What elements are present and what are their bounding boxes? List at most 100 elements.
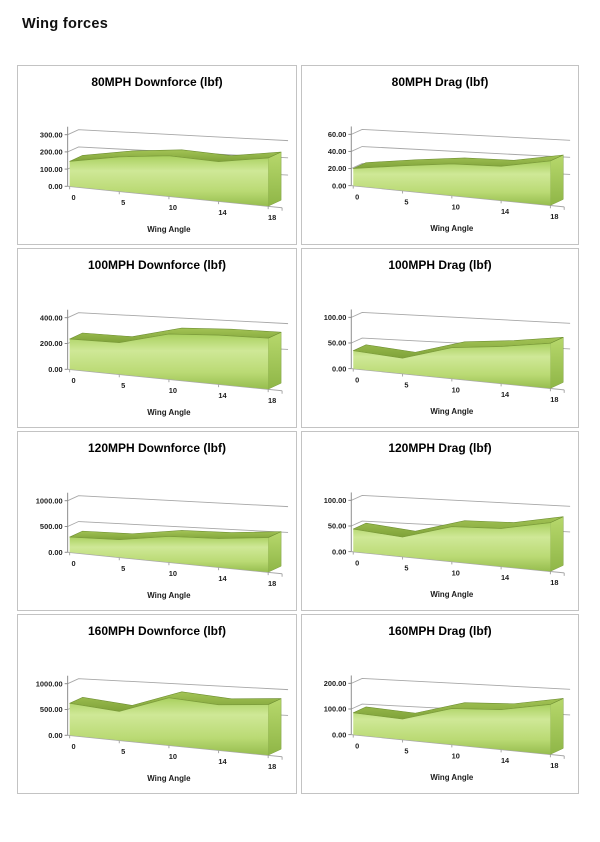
svg-text:0: 0 bbox=[355, 741, 359, 750]
svg-text:10: 10 bbox=[452, 568, 460, 577]
svg-text:10: 10 bbox=[169, 569, 177, 578]
chart-title: 120MPH Downforce (lbf) bbox=[87, 441, 226, 455]
svg-text:18: 18 bbox=[268, 579, 276, 588]
svg-text:Wing Angle: Wing Angle bbox=[430, 224, 474, 233]
svg-text:300.00: 300.00 bbox=[40, 130, 63, 139]
chart-box-120mph-downforce: 120MPH Downforce (lbf) 0.00 500.00 1000.00… bbox=[17, 431, 297, 611]
svg-text:Wing Angle: Wing Angle bbox=[430, 773, 474, 782]
svg-text:18: 18 bbox=[550, 761, 558, 770]
chart-box-160mph-drag: 160MPH Drag (lbf) 0.00 100.00 200.00 0 5 10 14… bbox=[301, 614, 579, 794]
svg-text:18: 18 bbox=[550, 395, 558, 404]
svg-text:Wing Angle: Wing Angle bbox=[147, 225, 191, 234]
svg-text:400.00: 400.00 bbox=[40, 313, 63, 322]
svg-text:Wing Angle: Wing Angle bbox=[430, 407, 474, 416]
svg-text:1000.00: 1000.00 bbox=[36, 679, 63, 688]
svg-text:0: 0 bbox=[72, 559, 76, 568]
svg-text:60.00: 60.00 bbox=[328, 130, 346, 139]
svg-text:10: 10 bbox=[452, 751, 460, 760]
svg-text:14: 14 bbox=[501, 756, 510, 765]
svg-text:5: 5 bbox=[121, 747, 125, 756]
charts-grid: 80MPH Downforce (lbf) 0.00 100.00 200.00 30… bbox=[17, 65, 579, 794]
svg-text:200.00: 200.00 bbox=[40, 339, 63, 348]
svg-text:10: 10 bbox=[169, 203, 177, 212]
chart-title: 80MPH Downforce (lbf) bbox=[91, 75, 223, 89]
svg-text:18: 18 bbox=[268, 396, 276, 405]
svg-text:0: 0 bbox=[355, 558, 359, 567]
chart-title: 80MPH Drag (lbf) bbox=[391, 75, 489, 89]
svg-text:0.00: 0.00 bbox=[48, 365, 62, 374]
svg-text:10: 10 bbox=[169, 752, 177, 761]
svg-text:18: 18 bbox=[550, 578, 558, 587]
svg-text:200.00: 200.00 bbox=[40, 148, 63, 157]
svg-text:100.00: 100.00 bbox=[324, 705, 347, 714]
svg-text:Wing Angle: Wing Angle bbox=[430, 590, 474, 599]
svg-text:0: 0 bbox=[72, 742, 76, 751]
svg-text:14: 14 bbox=[501, 207, 510, 216]
svg-text:Wing Angle: Wing Angle bbox=[147, 774, 191, 783]
svg-text:1000.00: 1000.00 bbox=[36, 496, 63, 505]
svg-text:5: 5 bbox=[121, 564, 125, 573]
svg-text:0.00: 0.00 bbox=[48, 182, 62, 191]
svg-text:100.00: 100.00 bbox=[40, 165, 63, 174]
svg-text:0.00: 0.00 bbox=[332, 547, 346, 556]
svg-text:14: 14 bbox=[218, 757, 227, 766]
svg-text:0: 0 bbox=[72, 376, 76, 385]
chart-title: 100MPH Drag (lbf) bbox=[388, 258, 492, 272]
chart-160mph-downforce-canvas: 0.00 500.00 1000.00 0 5 10 14 18 Wing Angle bbox=[36, 675, 289, 783]
svg-text:14: 14 bbox=[218, 391, 227, 400]
svg-text:0.00: 0.00 bbox=[332, 181, 346, 190]
svg-text:18: 18 bbox=[268, 213, 276, 222]
chart-title: 160MPH Downforce (lbf) bbox=[87, 624, 226, 638]
svg-text:10: 10 bbox=[169, 386, 177, 395]
chart-80mph-downforce-canvas: 0.00 100.00 200.00 300.00 0 5 10 14 18 Wing Angle bbox=[40, 126, 289, 234]
svg-text:5: 5 bbox=[121, 198, 125, 207]
chart-box-80mph-drag: 80MPH Drag (lbf) 0.00 20.00 40.00 60.00 0 5 10… bbox=[301, 65, 579, 245]
svg-text:50.00: 50.00 bbox=[328, 339, 346, 348]
svg-text:200.00: 200.00 bbox=[324, 679, 347, 688]
chart-box-80mph-downforce: 80MPH Downforce (lbf) 0.00 100.00 200.00 30… bbox=[17, 65, 297, 245]
svg-text:5: 5 bbox=[121, 381, 125, 390]
chart-160mph-drag-canvas: 0.00 100.00 200.00 0 5 10 14 18 Wing Angle bbox=[324, 675, 571, 782]
svg-text:18: 18 bbox=[268, 762, 276, 771]
page-title: Wing forces bbox=[22, 16, 109, 32]
svg-text:18: 18 bbox=[550, 212, 558, 221]
chart-box-100mph-drag: 100MPH Drag (lbf) 0.00 50.00 100.00 0 5 10 14 1… bbox=[301, 248, 579, 428]
svg-text:10: 10 bbox=[452, 385, 460, 394]
svg-text:5: 5 bbox=[404, 380, 408, 389]
svg-text:5: 5 bbox=[404, 563, 408, 572]
chart-title: 100MPH Downforce (lbf) bbox=[87, 258, 226, 272]
svg-text:40.00: 40.00 bbox=[328, 147, 346, 156]
svg-text:100.00: 100.00 bbox=[324, 313, 347, 322]
svg-text:Wing Angle: Wing Angle bbox=[147, 408, 191, 417]
svg-text:10: 10 bbox=[452, 202, 460, 211]
svg-text:14: 14 bbox=[218, 574, 227, 583]
chart-box-160mph-downforce: 160MPH Downforce (lbf) 0.00 500.00 1000.00… bbox=[17, 614, 297, 794]
svg-text:0.00: 0.00 bbox=[48, 731, 62, 740]
svg-text:100.00: 100.00 bbox=[324, 496, 347, 505]
svg-text:5: 5 bbox=[404, 197, 408, 206]
svg-text:20.00: 20.00 bbox=[328, 164, 346, 173]
chart-title: 120MPH Drag (lbf) bbox=[388, 441, 492, 455]
chart-box-100mph-downforce: 100MPH Downforce (lbf) 0.00 200.00 400.00 0… bbox=[17, 248, 297, 428]
svg-text:14: 14 bbox=[218, 208, 227, 217]
svg-text:0.00: 0.00 bbox=[48, 548, 62, 557]
chart-100mph-drag-canvas: 0.00 50.00 100.00 0 5 10 14 18 Wing Angle bbox=[324, 309, 571, 416]
chart-120mph-drag-canvas: 0.00 50.00 100.00 0 5 10 14 18 Wing Angle bbox=[324, 492, 571, 599]
svg-text:0: 0 bbox=[355, 192, 359, 201]
chart-100mph-downforce-canvas: 0.00 200.00 400.00 0 5 10 14 18 Wing Angle bbox=[40, 309, 289, 417]
svg-text:0.00: 0.00 bbox=[332, 364, 346, 373]
svg-text:50.00: 50.00 bbox=[328, 522, 346, 531]
svg-text:0: 0 bbox=[355, 375, 359, 384]
svg-text:Wing Angle: Wing Angle bbox=[147, 591, 191, 600]
svg-text:14: 14 bbox=[501, 573, 510, 582]
chart-title: 160MPH Drag (lbf) bbox=[388, 624, 492, 638]
svg-text:5: 5 bbox=[404, 746, 408, 755]
chart-80mph-drag-canvas: 0.00 20.00 40.00 60.00 0 5 10 14 18 Wing Angle bbox=[328, 126, 571, 233]
svg-text:500.00: 500.00 bbox=[40, 522, 63, 531]
svg-text:0: 0 bbox=[72, 193, 76, 202]
svg-text:14: 14 bbox=[501, 390, 510, 399]
svg-text:500.00: 500.00 bbox=[40, 705, 63, 714]
svg-text:0.00: 0.00 bbox=[332, 730, 346, 739]
chart-box-120mph-drag: 120MPH Drag (lbf) 0.00 50.00 100.00 0 5 10 14 1… bbox=[301, 431, 579, 611]
